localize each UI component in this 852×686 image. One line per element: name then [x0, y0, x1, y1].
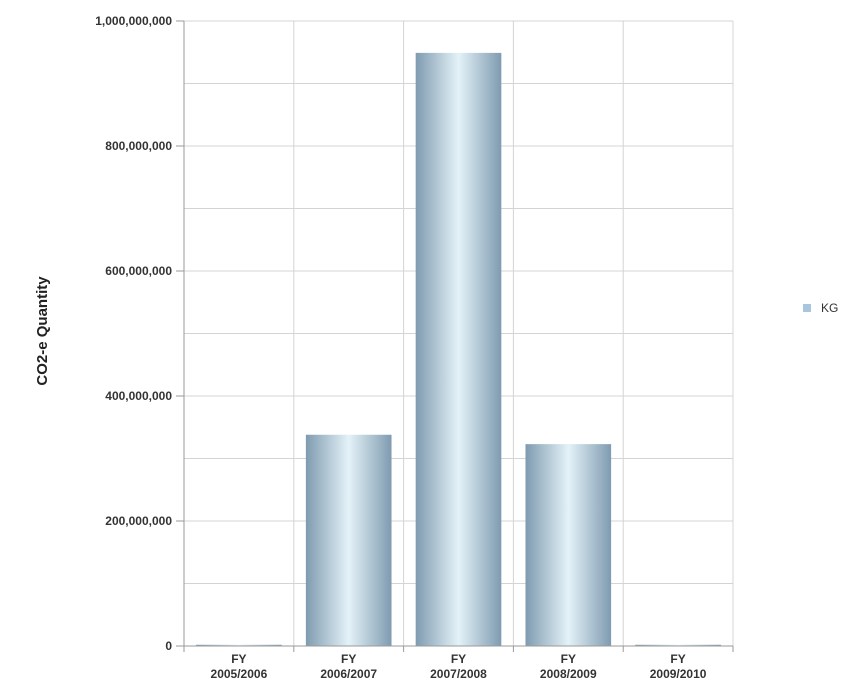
bars	[196, 52, 721, 646]
labels: 0 200,000,000 400,000,000 600,000,000 800,00…	[95, 14, 707, 681]
y-tick-label: 0	[165, 639, 172, 653]
legend-swatch-kg	[803, 304, 811, 312]
bar	[196, 644, 282, 646]
x-tick-label-line2: 2008/2009	[540, 667, 597, 681]
y-tick-label: 200,000,000	[105, 514, 172, 528]
bar	[305, 434, 392, 646]
x-tick-label-line1: FY	[451, 652, 466, 666]
x-tick-label-line2: 2005/2006	[211, 667, 268, 681]
bar	[525, 444, 612, 646]
y-axis-title: CO2-e Quantity	[34, 276, 51, 386]
legend-label-kg: KG	[821, 301, 838, 315]
x-tick-label-line1: FY	[561, 652, 576, 666]
x-tick-label-line2: 2009/2010	[650, 667, 707, 681]
x-tick-label-line1: FY	[231, 652, 246, 666]
x-tick-label-line1: FY	[670, 652, 685, 666]
bar	[415, 52, 502, 646]
x-tick-label-line1: FY	[341, 652, 356, 666]
x-tick-label-line2: 2006/2007	[320, 667, 377, 681]
legend: KG	[803, 301, 838, 315]
y-tick-label: 1,000,000,000	[95, 14, 172, 28]
y-tick-label: 600,000,000	[105, 264, 172, 278]
x-tick-label-line2: 2007/2008	[430, 667, 487, 681]
bar	[635, 644, 721, 646]
y-tick-label: 800,000,000	[105, 139, 172, 153]
axes	[176, 20, 734, 652]
y-tick-label: 400,000,000	[105, 389, 172, 403]
